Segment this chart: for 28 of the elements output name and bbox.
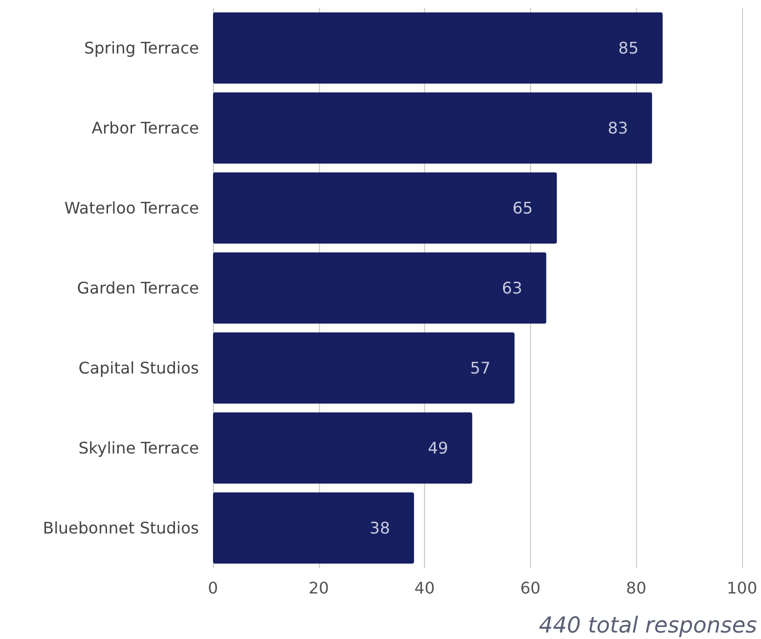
text: 440 total responses xyxy=(538,614,758,638)
bar xyxy=(213,492,414,564)
data-label: 63 xyxy=(502,278,522,298)
bar xyxy=(213,12,663,84)
bar xyxy=(213,252,546,324)
bar xyxy=(213,172,557,244)
bar xyxy=(213,332,515,404)
x-tick-label: 40 xyxy=(414,578,435,598)
y-tick-label: Arbor Terrace xyxy=(92,118,199,138)
y-tick-label: Spring Terrace xyxy=(84,38,199,58)
data-label: 38 xyxy=(370,518,390,538)
y-tick-label: Garden Terrace xyxy=(77,278,199,298)
y-tick-label: Bluebonnet Studios xyxy=(42,518,199,538)
y-tick-label: Skyline Terrace xyxy=(78,438,199,458)
x-tick-label: 0 xyxy=(208,578,218,598)
data-label: 49 xyxy=(428,438,448,458)
data-label: 65 xyxy=(512,198,533,218)
x-tick-label: 100 xyxy=(726,578,758,598)
data-label: 85 xyxy=(618,38,639,58)
y-tick-label: Waterloo Terrace xyxy=(64,198,199,218)
x-tick-label: 20 xyxy=(308,578,329,598)
data-label: 57 xyxy=(470,358,491,378)
bar xyxy=(213,412,472,484)
x-tick-label: 60 xyxy=(520,578,541,598)
bar xyxy=(213,92,652,164)
x-tick-label: 80 xyxy=(626,578,646,598)
data-label: 83 xyxy=(608,118,628,138)
y-tick-label: Capital Studios xyxy=(78,358,199,378)
